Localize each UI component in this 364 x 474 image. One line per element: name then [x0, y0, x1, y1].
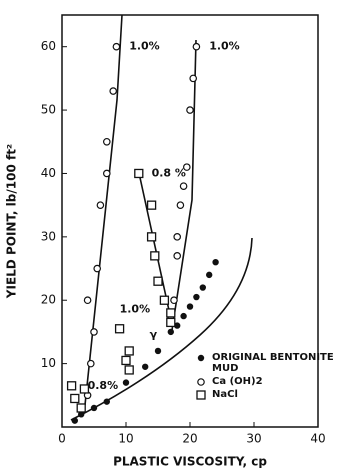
marker — [79, 384, 90, 394]
y-tick-label: 40 — [41, 166, 56, 180]
marker — [186, 303, 194, 310]
marker — [124, 346, 134, 356]
marker — [150, 251, 160, 261]
legend-item: Ca (OH)2 — [196, 376, 336, 387]
marker — [212, 259, 219, 266]
marker — [90, 328, 98, 336]
legend-item: NaCl — [196, 389, 336, 400]
marker — [134, 168, 144, 179]
y-tick-label: 60 — [41, 39, 56, 53]
x-tick-label: 10 — [118, 432, 133, 446]
x-tick-label: 40 — [310, 432, 325, 446]
annotation: 0.8 % — [152, 166, 186, 179]
y-tick-label: 30 — [41, 229, 56, 243]
marker — [146, 200, 157, 210]
marker — [124, 365, 134, 375]
marker — [141, 363, 149, 370]
marker — [197, 354, 205, 362]
marker — [103, 137, 111, 146]
marker — [70, 393, 80, 404]
marker — [176, 201, 185, 209]
marker — [166, 308, 176, 318]
annotation: γ — [150, 328, 158, 341]
marker — [121, 355, 131, 366]
legend-icon — [196, 390, 206, 400]
marker — [122, 379, 130, 386]
marker — [197, 378, 205, 386]
annotation: 1.0% — [209, 40, 240, 53]
nacl-curve — [138, 172, 171, 316]
marker — [173, 233, 182, 241]
marker — [76, 403, 86, 413]
y-tick-label: 50 — [41, 103, 56, 117]
marker — [170, 296, 178, 305]
marker — [186, 106, 194, 114]
marker — [166, 317, 176, 328]
annotation: 1.0% — [120, 303, 151, 316]
legend-icon — [197, 378, 205, 386]
annotation: 0.8% — [88, 379, 119, 392]
marker — [196, 390, 206, 400]
y-tick-label: 20 — [41, 293, 56, 307]
x-tick-label: 30 — [246, 432, 261, 446]
marker — [90, 404, 98, 412]
x-tick-label: 0 — [58, 432, 66, 446]
marker — [154, 347, 162, 355]
x-axis-label: PLASTIC VISCOSITY, cp — [113, 455, 267, 469]
marker — [96, 201, 105, 209]
marker — [180, 312, 187, 320]
fit-curves — [70, 14, 253, 421]
marker — [167, 328, 174, 336]
marker — [205, 271, 213, 279]
marker — [71, 417, 79, 424]
legend-label: ORIGINAL BENTONITE MUD — [212, 352, 334, 374]
legend-label: Ca (OH)2 — [212, 376, 263, 387]
legend-item: ORIGINAL BENTONITE MUD — [196, 352, 336, 374]
marker — [66, 381, 77, 391]
x-tick-label: 20 — [182, 432, 197, 446]
marker — [87, 359, 95, 368]
marker — [193, 293, 200, 301]
marker — [173, 252, 182, 260]
legend: ORIGINAL BENTONITE MUD Ca (OH)2 NaCl — [196, 352, 336, 402]
marker — [183, 163, 191, 171]
marker — [159, 295, 170, 305]
annotation: 1.0% — [129, 40, 160, 53]
marker — [112, 42, 121, 51]
caoh2-curve-right — [171, 39, 197, 331]
marker — [192, 42, 201, 51]
marker — [146, 232, 157, 242]
marker — [103, 169, 111, 178]
marker — [189, 74, 198, 83]
marker — [103, 398, 111, 405]
legend-label: NaCl — [212, 389, 238, 400]
marker — [109, 87, 118, 95]
marker — [93, 264, 102, 273]
legend-icon — [197, 354, 205, 362]
marker — [179, 182, 188, 190]
marker — [83, 296, 92, 305]
caoh2-curve-left — [84, 14, 123, 406]
y-tick-label: 10 — [41, 356, 56, 370]
marker — [199, 284, 206, 291]
y-axis-label: YIELD POINT, lb/100 ft² — [5, 144, 19, 299]
marker — [153, 276, 163, 286]
marker — [114, 324, 125, 334]
bentonite-curve — [70, 237, 253, 421]
